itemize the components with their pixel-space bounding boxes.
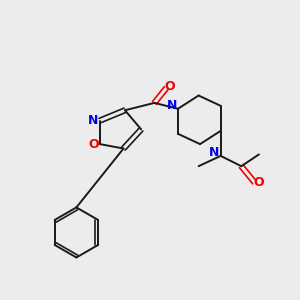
Text: N: N [167,99,177,112]
Text: N: N [88,114,99,127]
Text: O: O [254,176,264,190]
Text: N: N [209,146,219,159]
Text: O: O [164,80,175,93]
Text: O: O [88,138,99,151]
